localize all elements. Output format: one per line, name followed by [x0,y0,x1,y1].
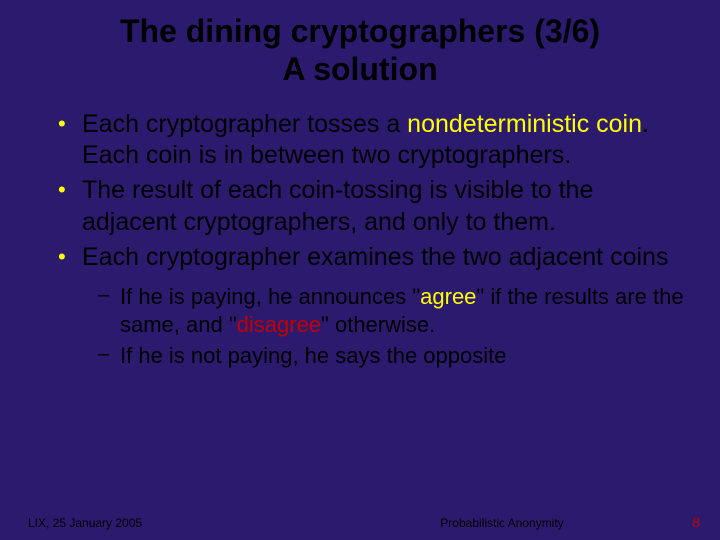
text-segment: If he is paying, he announces " [120,284,420,309]
bullet-text: Each cryptographer tosses a nondetermini… [82,109,684,172]
footer-center: Probabilistic Anonymity [344,516,660,530]
sub-bullet-marker-icon: – [98,342,120,367]
sub-bullet-item: –If he is not paying, he says the opposi… [98,342,684,370]
text-segment: nondeterministic coin [407,110,642,138]
footer-left: LIX, 25 January 2005 [28,516,344,530]
sub-bullet-item: –If he is paying, he announces "agree" i… [98,283,684,338]
footer: LIX, 25 January 2005 Probabilistic Anony… [0,514,720,530]
text-segment: disagree [237,312,321,337]
bullet-marker-icon: • [58,109,82,140]
sub-bullet-text: If he is not paying, he says the opposit… [120,342,684,370]
title-line1: The dining cryptographers (3/6) [0,12,720,50]
slide-title: The dining cryptographers (3/6) A soluti… [0,0,720,89]
footer-page-number: 8 [660,514,700,530]
title-line2: A solution [0,50,720,88]
bullet-item: •Each cryptographer examines the two adj… [58,242,684,273]
sub-bullet-marker-icon: – [98,283,120,308]
bullet-marker-icon: • [58,242,82,273]
sub-bullets: –If he is paying, he announces "agree" i… [0,277,720,370]
sub-bullet-text: If he is paying, he announces "agree" if… [120,283,684,338]
main-bullets: •Each cryptographer tosses a nondetermin… [0,89,720,273]
bullet-text: Each cryptographer examines the two adja… [82,242,684,273]
text-segment: " otherwise. [321,312,435,337]
text-segment: Each cryptographer tosses a [82,110,407,138]
bullet-text: The result of each coin-tossing is visib… [82,175,684,238]
bullet-item: •The result of each coin-tossing is visi… [58,175,684,238]
bullet-item: •Each cryptographer tosses a nondetermin… [58,109,684,172]
bullet-marker-icon: • [58,175,82,206]
text-segment: If he is not paying, he says the opposit… [120,343,506,368]
text-segment: agree [420,284,476,309]
text-segment: Each cryptographer examines the two adja… [82,243,668,271]
text-segment: The result of each coin-tossing is visib… [82,176,593,235]
